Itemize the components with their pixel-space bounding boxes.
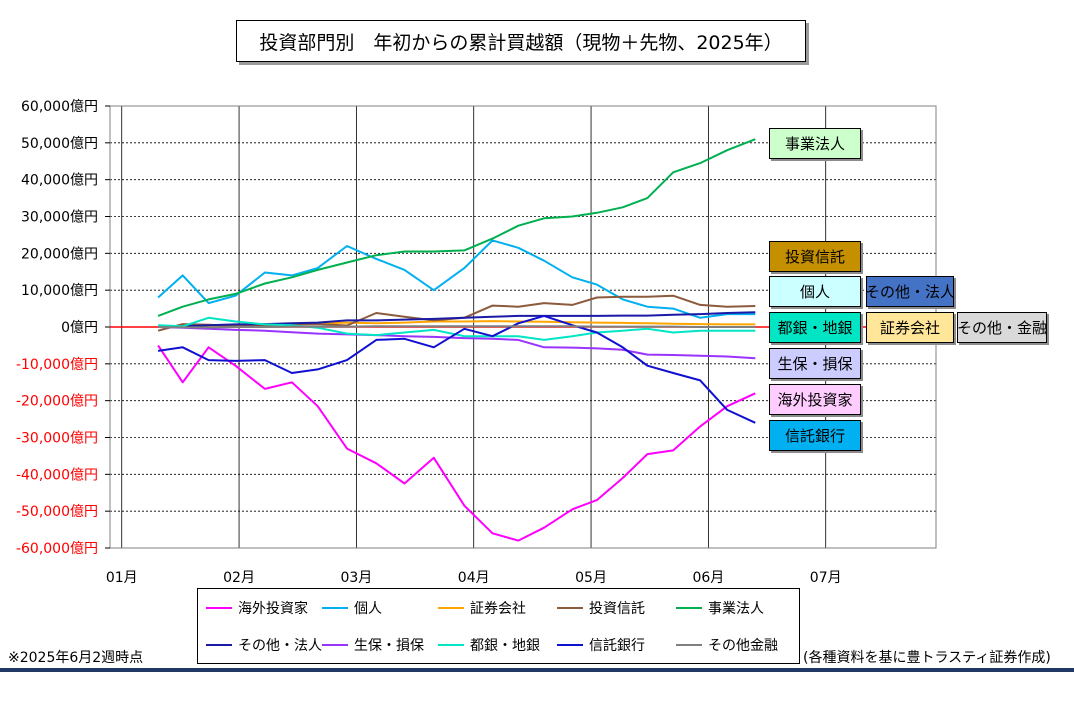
legend-item: 証券会社 xyxy=(438,598,526,618)
y-tick-label: 10,000億円 xyxy=(21,283,98,299)
legend-label: 生保・損保 xyxy=(354,638,424,654)
line-label-生保・損保: 生保・損保 xyxy=(769,348,861,379)
line-label-海外投資家: 海外投資家 xyxy=(769,384,861,415)
y-tick-label: -30,000億円 xyxy=(16,431,98,447)
legend-label: 事業法人 xyxy=(708,601,764,617)
legend-label: 信託銀行 xyxy=(589,638,645,654)
legend-label: 海外投資家 xyxy=(238,601,308,617)
legend-swatch xyxy=(322,644,348,646)
y-tick-label: 50,000億円 xyxy=(21,136,98,152)
legend-label: その他・法人 xyxy=(238,638,322,654)
y-tick-label: 40,000億円 xyxy=(21,173,98,189)
legend-item: 個人 xyxy=(322,598,382,618)
line-label-個人: 個人 xyxy=(769,276,861,307)
legend-swatch xyxy=(206,644,232,646)
line-label-その他・金融: その他・金融 xyxy=(957,312,1047,343)
line-label-事業法人: 事業法人 xyxy=(769,128,861,159)
legend-swatch xyxy=(322,607,348,609)
line-label-都銀・地銀: 都銀・地銀 xyxy=(769,312,861,343)
series-line-事業法人 xyxy=(157,138,756,317)
legend: 海外投資家 個人 証券会社 投資信託 事業法人その他・法人 生保・損保 都銀・地銀 信託銀行 そ… xyxy=(197,588,800,664)
y-tick-label: -40,000億円 xyxy=(16,467,98,483)
legend-label: 投資信託 xyxy=(589,601,645,617)
legend-item: 都銀・地銀 xyxy=(438,635,540,655)
legend-label: 都銀・地銀 xyxy=(470,638,540,654)
y-tick-label: -50,000億円 xyxy=(16,504,98,520)
legend-swatch xyxy=(438,607,464,609)
legend-item: 海外投資家 xyxy=(206,598,308,618)
y-tick-label: -10,000億円 xyxy=(16,357,98,373)
y-tick-label: -60,000億円 xyxy=(16,541,98,557)
footnote-source: (各種資料を基に豊トラスティ証券作成) xyxy=(803,650,1051,666)
legend-item: 生保・損保 xyxy=(322,635,424,655)
x-tick-label: 07月 xyxy=(810,570,842,586)
series-line-信託銀行 xyxy=(157,314,756,424)
series-line-その他金融 xyxy=(158,325,756,329)
legend-item: 信託銀行 xyxy=(557,635,645,655)
footnote-date: ※2025年6月2週時点 xyxy=(8,650,144,666)
legend-label: 個人 xyxy=(354,601,382,617)
y-tick-label: 0億円 xyxy=(61,320,98,336)
legend-swatch xyxy=(676,607,702,609)
legend-item: 事業法人 xyxy=(676,598,764,618)
series-line-その他・法人 xyxy=(158,311,756,328)
x-tick-label: 01月 xyxy=(106,570,138,586)
legend-label: その他金融 xyxy=(708,638,778,654)
series-line-海外投資家 xyxy=(157,344,756,542)
legend-item: その他・法人 xyxy=(206,635,322,655)
line-label-その他・法人: その他・法人 xyxy=(865,276,955,307)
series-lines xyxy=(157,138,756,542)
legend-swatch xyxy=(557,644,583,646)
x-tick-label: 05月 xyxy=(575,570,607,586)
y-tick-label: -20,000億円 xyxy=(16,394,98,410)
bottom-rule xyxy=(0,668,1074,672)
line-label-証券会社: 証券会社 xyxy=(866,312,954,343)
y-tick-label: 20,000億円 xyxy=(21,246,98,262)
legend-item: 投資信託 xyxy=(557,598,645,618)
line-label-信託銀行: 信託銀行 xyxy=(769,420,861,451)
y-tick-label: 30,000億円 xyxy=(21,210,98,226)
legend-swatch xyxy=(676,644,702,646)
chart-title: 投資部門別 年初からの累計買越額（現物＋先物、2025年） xyxy=(236,20,806,62)
x-tick-label: 03月 xyxy=(340,570,372,586)
legend-label: 証券会社 xyxy=(470,601,526,617)
tick-labels: 60,000億円 50,000億円 40,000億円 30,000億円 20,000億円… xyxy=(16,99,842,586)
series-line-個人 xyxy=(157,239,756,319)
legend-item: その他金融 xyxy=(676,635,778,655)
series-line-生保・損保 xyxy=(158,326,756,360)
series-line-都銀・地銀 xyxy=(158,316,756,341)
x-tick-label: 02月 xyxy=(223,570,255,586)
x-tick-label: 04月 xyxy=(458,570,490,586)
y-tick-label: 60,000億円 xyxy=(21,99,98,115)
line-label-投資信託: 投資信託 xyxy=(769,241,861,272)
legend-swatch xyxy=(557,607,583,609)
x-tick-label: 06月 xyxy=(692,570,724,586)
legend-swatch xyxy=(206,607,232,609)
legend-swatch xyxy=(438,644,464,646)
